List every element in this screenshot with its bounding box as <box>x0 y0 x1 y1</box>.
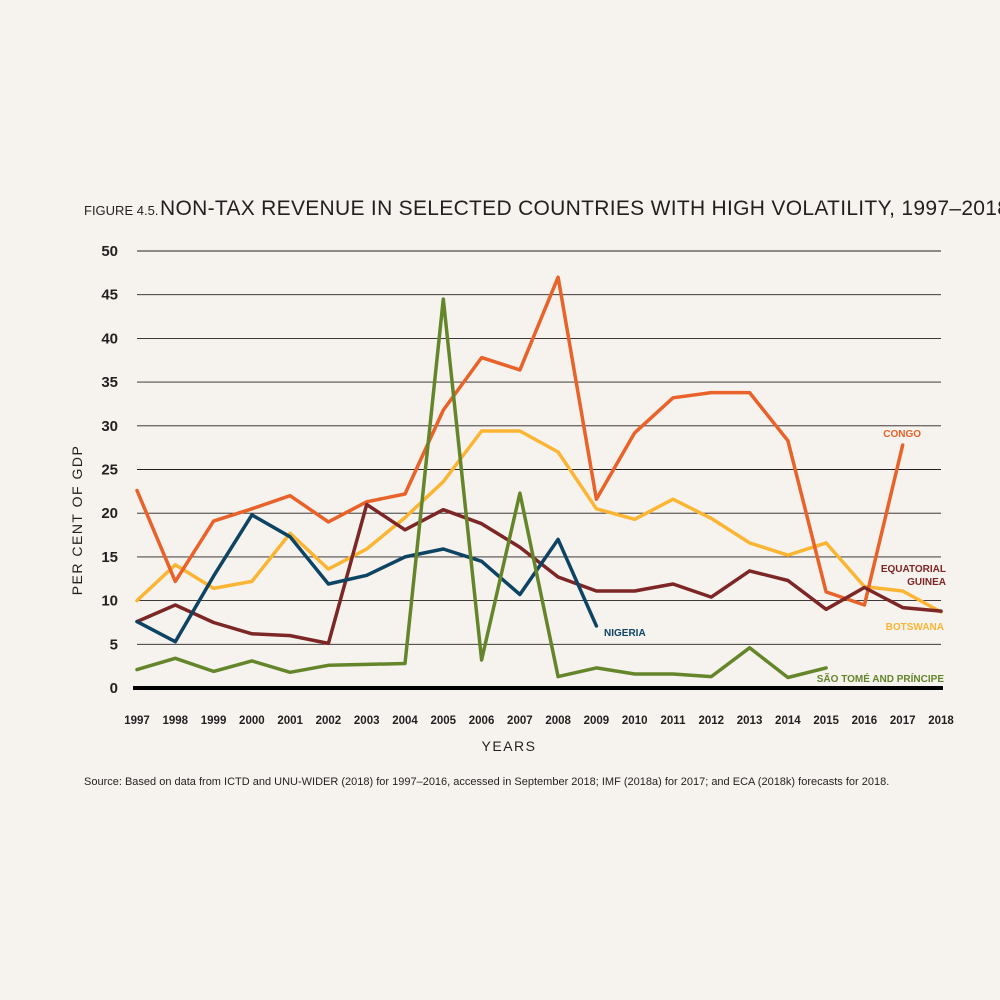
series-label: CONGO <box>883 429 921 440</box>
series-lines <box>135 275 943 680</box>
x-axis-ticks: 1997 1998 1999 2000 2001 2002 2003 2004 2005 2006… <box>124 715 954 727</box>
series-label: NIGERIA <box>604 628 646 639</box>
x-tick-label: 2000 <box>239 715 265 727</box>
y-axis-ticks: 0 5 10 15 20 25 30 35 40 45 50 <box>101 243 118 697</box>
series-label: GUINEA <box>907 577 946 588</box>
series-line-s-o-tom-and-pr-ncipe <box>135 297 828 680</box>
x-tick-label: 1999 <box>201 715 227 727</box>
y-tick-label: 45 <box>101 287 118 304</box>
x-tick-label: 2008 <box>545 715 571 727</box>
x-tick-label: 2006 <box>469 715 495 727</box>
x-tick-label: 2009 <box>584 715 610 727</box>
x-axis-label: YEARS <box>482 738 537 754</box>
series-label: SÃO TOMÉ AND PRÍNCIPE <box>817 672 945 685</box>
x-tick-label: 2007 <box>507 715 533 727</box>
y-tick-label: 30 <box>101 418 118 435</box>
series-line-nigeria <box>135 513 599 644</box>
y-tick-label: 35 <box>101 374 118 391</box>
x-tick-label: 2011 <box>661 715 687 727</box>
series-label: EQUATORIAL <box>881 564 946 575</box>
x-tick-label: 2013 <box>737 715 763 727</box>
x-tick-label: 2018 <box>928 715 954 727</box>
series-line-botswana <box>135 429 943 614</box>
series-labels: BOTSWANA CONGO EQUATORIAL GUINEA NIGERIA SÃO … <box>604 429 946 685</box>
y-tick-label: 50 <box>101 243 118 260</box>
y-tick-label: 15 <box>101 549 118 566</box>
x-tick-label: 2002 <box>316 715 342 727</box>
x-tick-label: 2012 <box>698 715 724 727</box>
x-tick-label: 2014 <box>775 715 801 727</box>
x-tick-label: 1997 <box>124 715 150 727</box>
x-tick-label: 1998 <box>162 715 188 727</box>
y-tick-label: 5 <box>110 636 118 653</box>
x-tick-label: 2004 <box>392 715 418 727</box>
y-tick-label: 10 <box>101 593 118 610</box>
x-tick-label: 2015 <box>813 715 839 727</box>
y-axis-label: PER CENT OF GDP <box>69 445 85 596</box>
figure-label: FIGURE 4.5. <box>84 203 158 218</box>
x-tick-label: 2001 <box>277 715 303 727</box>
chart-title: NON-TAX REVENUE IN SELECTED COUNTRIES WI… <box>160 197 1000 220</box>
x-tick-label: 2017 <box>890 715 916 727</box>
x-tick-label: 2003 <box>354 715 380 727</box>
x-tick-label: 2005 <box>430 715 456 727</box>
series-line-congo <box>135 275 905 607</box>
x-tick-label: 2010 <box>622 715 648 727</box>
series-label: BOTSWANA <box>886 622 944 633</box>
y-tick-label: 0 <box>110 680 118 697</box>
series-line-equatorial-guinea <box>135 502 943 646</box>
x-tick-label: 2016 <box>852 715 878 727</box>
source-note: Source: Based on data from ICTD and UNU-… <box>84 776 889 788</box>
y-tick-label: 40 <box>101 330 118 347</box>
y-tick-label: 20 <box>101 505 118 522</box>
y-tick-label: 25 <box>101 462 118 479</box>
